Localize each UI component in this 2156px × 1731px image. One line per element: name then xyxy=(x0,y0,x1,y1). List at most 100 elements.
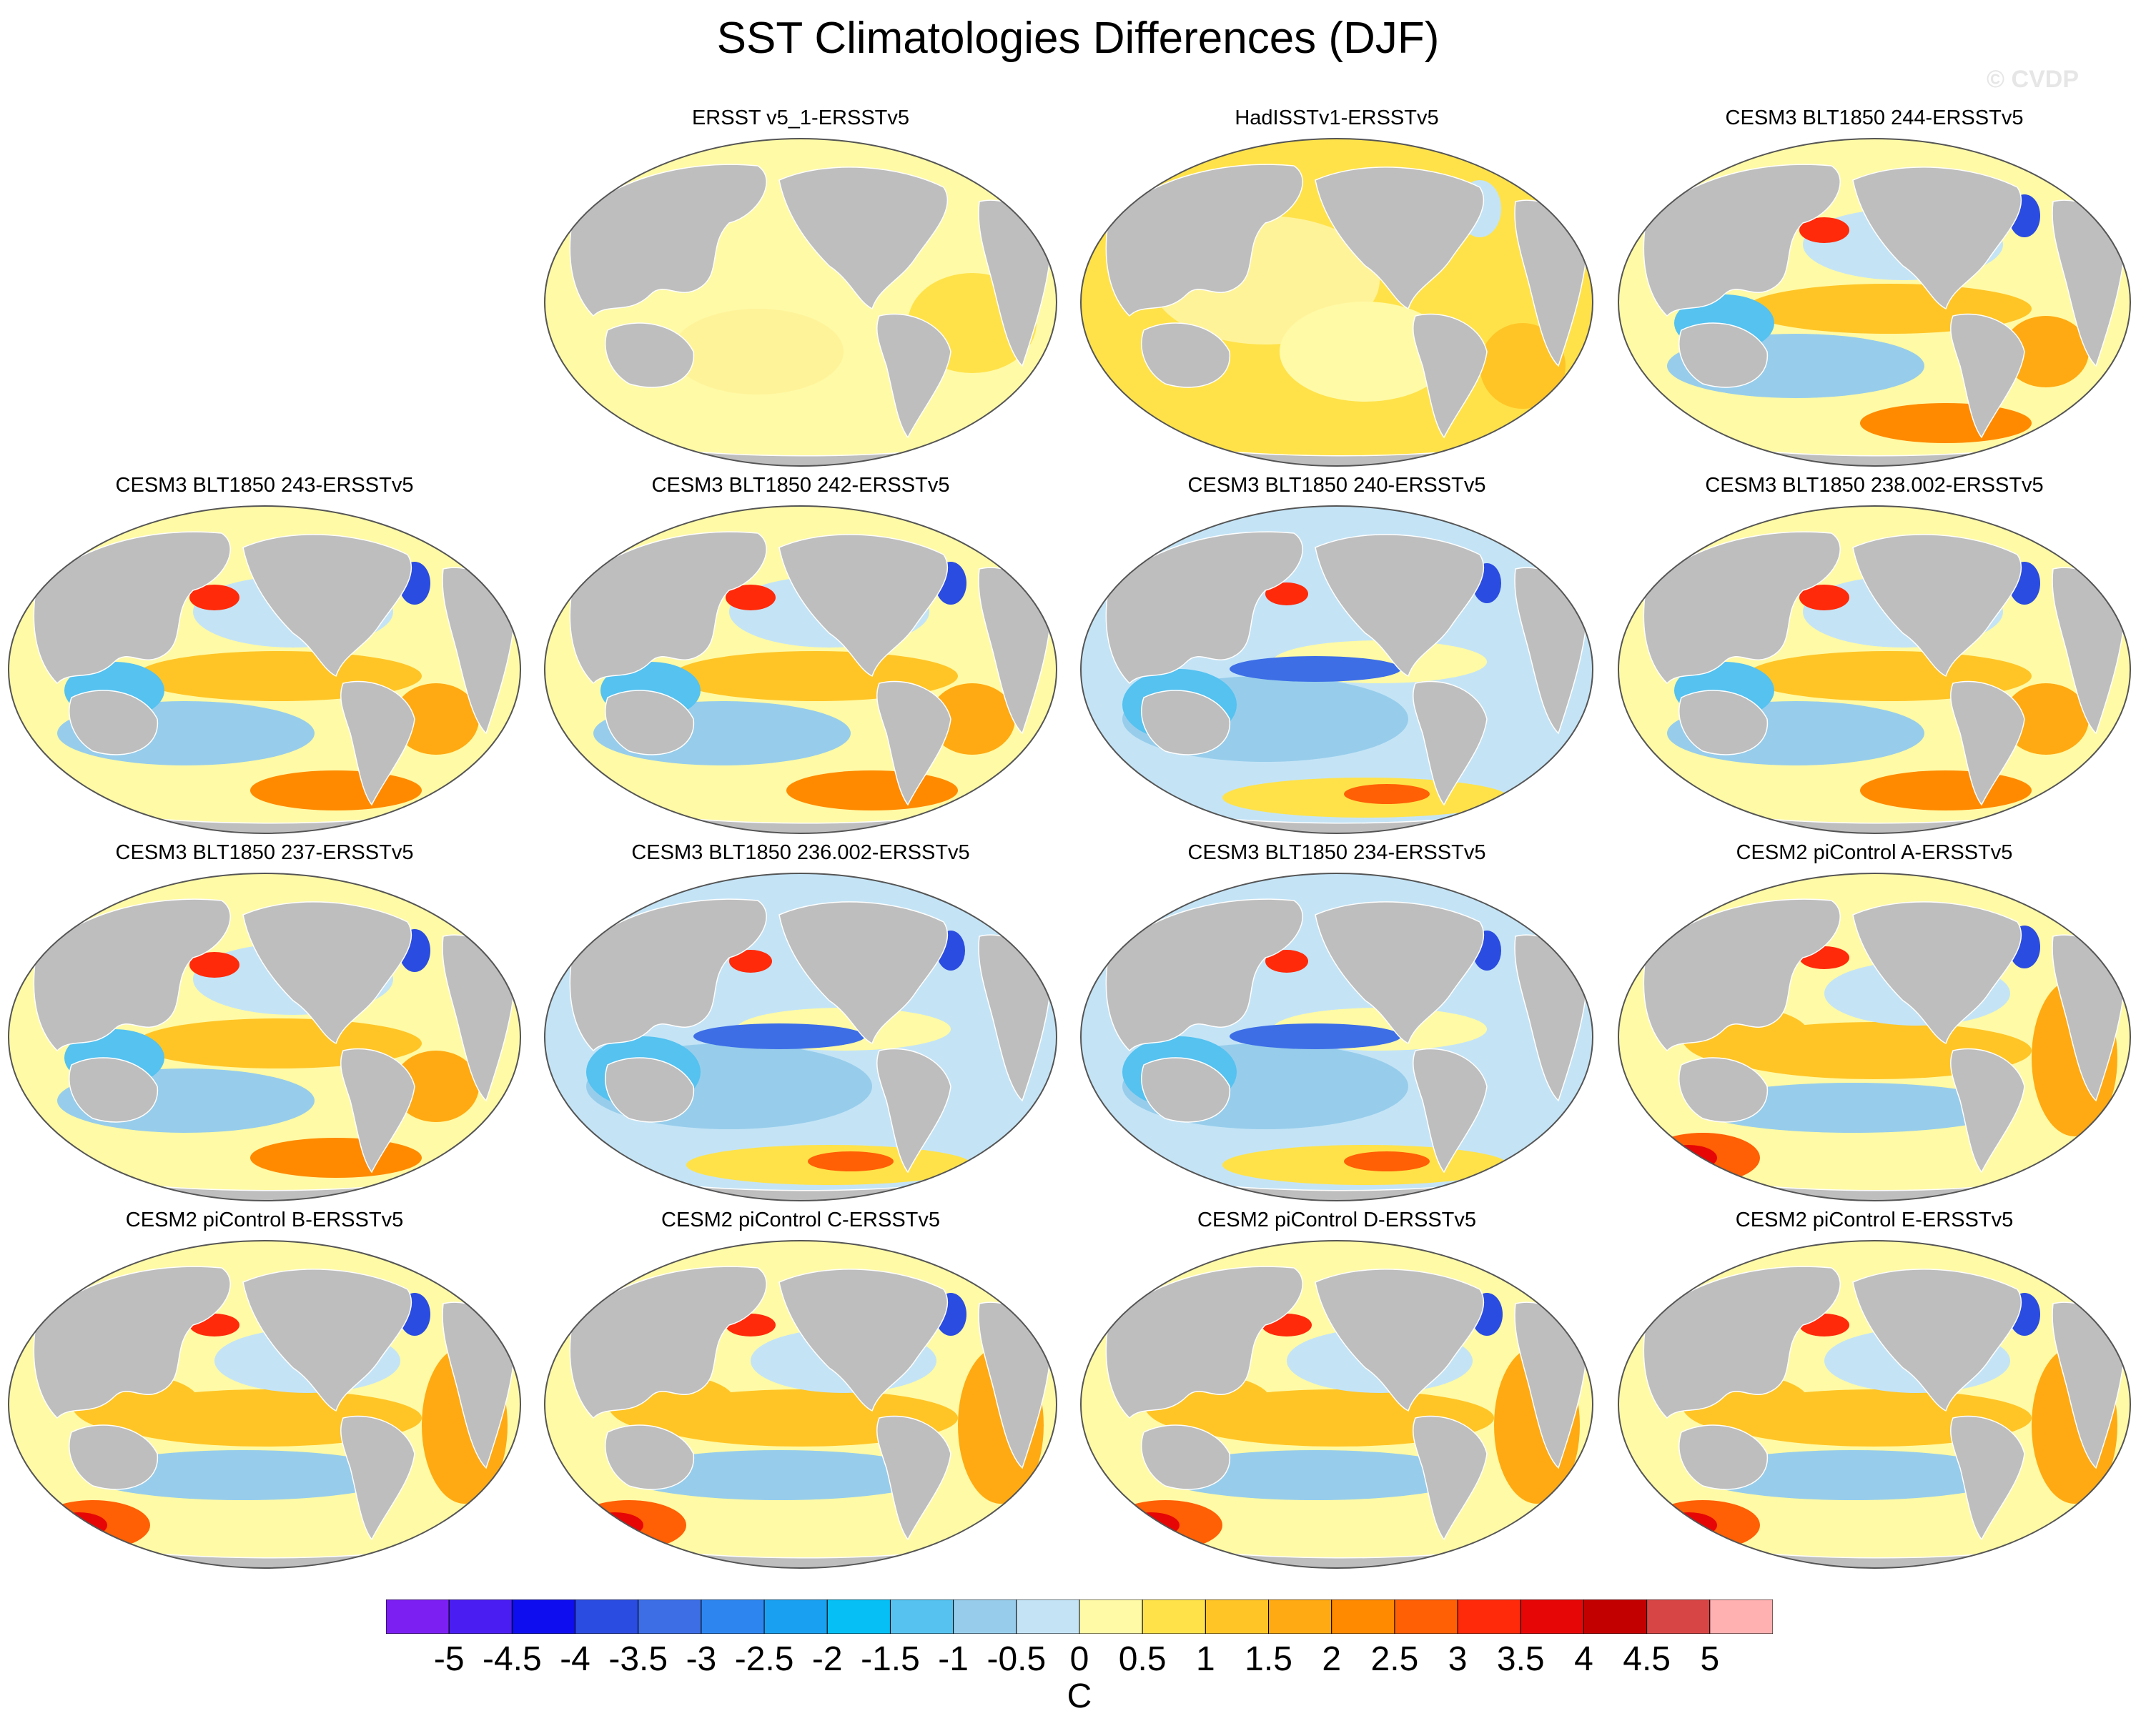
panel-title: CESM3 BLT1850 237-ERSSTv5 xyxy=(115,841,414,864)
figure-title: SST Climatologies Differences (DJF) xyxy=(716,14,1440,63)
land-mass xyxy=(876,1048,951,1174)
land-mass xyxy=(1643,164,1841,317)
colorbar-swatch xyxy=(826,1599,891,1634)
sst-difference-map xyxy=(544,505,1057,834)
anomaly-region xyxy=(929,683,1015,755)
panel-title: CESM3 BLT1850 234-ERSSTv5 xyxy=(1187,841,1486,864)
land-mass xyxy=(242,534,412,678)
anomaly-region xyxy=(622,1450,936,1500)
map-outline xyxy=(1618,1240,2131,1569)
colorbar-tick: -0.5 xyxy=(986,1640,1047,1678)
land-mass xyxy=(605,1057,694,1123)
map-panel: CESM3 BLT1850 240-ERSSTv5 xyxy=(1072,473,1601,839)
anomaly-region xyxy=(2003,316,2089,387)
land-mass xyxy=(876,313,951,439)
anomaly-region xyxy=(1344,1151,1430,1171)
sst-difference-map xyxy=(1618,1240,2131,1569)
map-panel: CESM2 piControl D-ERSSTv5 xyxy=(1072,1208,1601,1574)
land-mass xyxy=(1105,164,1303,317)
anomaly-region xyxy=(86,1450,400,1500)
colorbar-tick: 5 xyxy=(1700,1640,1720,1678)
colorbar-tick: -1.5 xyxy=(861,1640,920,1678)
map-outline xyxy=(544,1240,1057,1569)
land-mass xyxy=(1141,690,1230,755)
map-outline xyxy=(1080,138,1593,467)
map-panel: CESM3 BLT1850 242-ERSSTv5 xyxy=(536,473,1065,839)
colorbar-swatch xyxy=(1331,1599,1395,1634)
panel-title: ERSST v5_1-ERSSTv5 xyxy=(691,106,910,129)
units-label: C xyxy=(1067,1677,1092,1715)
map-outline xyxy=(1618,873,2131,1201)
land-mass xyxy=(1413,1048,1488,1174)
anomaly-region xyxy=(1265,582,1308,605)
land-mass xyxy=(33,531,231,685)
land-mass xyxy=(569,164,767,317)
anomaly-region xyxy=(189,585,239,610)
anomaly-region xyxy=(1860,403,2032,443)
colorbar-swatch xyxy=(575,1599,639,1634)
anomaly-region xyxy=(1158,1450,1473,1500)
land-mass xyxy=(1852,534,2022,678)
land-mass xyxy=(340,1415,415,1541)
land-mass xyxy=(569,531,767,685)
colorbar-swatch xyxy=(1205,1599,1270,1634)
map-outline xyxy=(1080,1240,1593,1569)
map-outline xyxy=(8,505,521,834)
land-mass xyxy=(1141,1424,1230,1490)
map-panel: CESM2 piControl A-ERSSTv5 xyxy=(1610,840,2139,1206)
colorbar-tick: -3.5 xyxy=(608,1640,668,1678)
land-mass xyxy=(1643,898,1841,1052)
panel-title: CESM2 piControl C-ERSSTv5 xyxy=(661,1209,940,1231)
map-panel: CESM2 piControl E-ERSSTv5 xyxy=(1610,1208,2139,1574)
map-panel: CESM3 BLT1850 238.002-ERSSTv5 xyxy=(1610,473,2139,839)
colorbar-swatch xyxy=(1142,1599,1206,1634)
land-mass xyxy=(1678,690,1768,755)
colorbar-tick: 0.5 xyxy=(1118,1640,1167,1678)
land-mass xyxy=(569,898,767,1052)
sst-difference-map xyxy=(544,873,1057,1201)
land-mass xyxy=(605,690,694,755)
sst-difference-map xyxy=(1080,505,1593,834)
colorbar-swatch xyxy=(448,1599,513,1634)
colorbar-swatch xyxy=(953,1599,1017,1634)
colorbar-swatch xyxy=(1016,1599,1080,1634)
land-mass xyxy=(1643,1266,1841,1419)
colorbar-swatch xyxy=(386,1599,450,1634)
colorbar-swatch xyxy=(1520,1599,1584,1634)
map-panel: ERSST v5_1-ERSSTv5 xyxy=(536,106,1065,472)
colorbar-tick: 0 xyxy=(1069,1640,1089,1678)
colorbar-swatch xyxy=(1079,1599,1143,1634)
panel-title: CESM3 BLT1850 236.002-ERSSTv5 xyxy=(631,841,970,864)
colorbar-tick: -5 xyxy=(433,1640,465,1678)
anomaly-region xyxy=(1696,1083,2010,1133)
map-outline xyxy=(8,873,521,1201)
land-mass xyxy=(778,534,949,678)
colorbar xyxy=(386,1599,1773,1634)
colorbar-swatch xyxy=(511,1599,576,1634)
anomaly-region xyxy=(250,1138,422,1178)
land-mass xyxy=(1950,1415,2025,1541)
land-mass xyxy=(1852,167,2022,310)
watermark: © CVDP xyxy=(1987,66,2079,93)
land-mass xyxy=(1413,680,1488,806)
anomaly-region xyxy=(1799,585,1849,610)
map-panel: CESM2 piControl B-ERSSTv5 xyxy=(0,1208,529,1574)
anomaly-region xyxy=(729,950,772,973)
sst-difference-map xyxy=(8,1240,521,1569)
colorbar-swatch xyxy=(1394,1599,1458,1634)
land-mass xyxy=(569,1266,767,1419)
colorbar-swatch xyxy=(1457,1599,1521,1634)
sst-difference-map xyxy=(1618,505,2131,834)
land-mass xyxy=(1105,898,1303,1052)
land-mass xyxy=(1315,1269,1485,1412)
land-mass xyxy=(69,690,158,755)
land-mass xyxy=(242,1269,412,1412)
panel-title: CESM2 piControl B-ERSSTv5 xyxy=(125,1209,404,1231)
land-mass xyxy=(778,1269,949,1412)
sst-difference-map xyxy=(1080,138,1593,467)
anomaly-region xyxy=(1344,784,1430,804)
panel-title: CESM2 piControl D-ERSSTv5 xyxy=(1197,1209,1476,1231)
land-mass xyxy=(33,898,231,1052)
land-mass xyxy=(1852,901,2022,1045)
colorbar-swatch xyxy=(763,1599,828,1634)
